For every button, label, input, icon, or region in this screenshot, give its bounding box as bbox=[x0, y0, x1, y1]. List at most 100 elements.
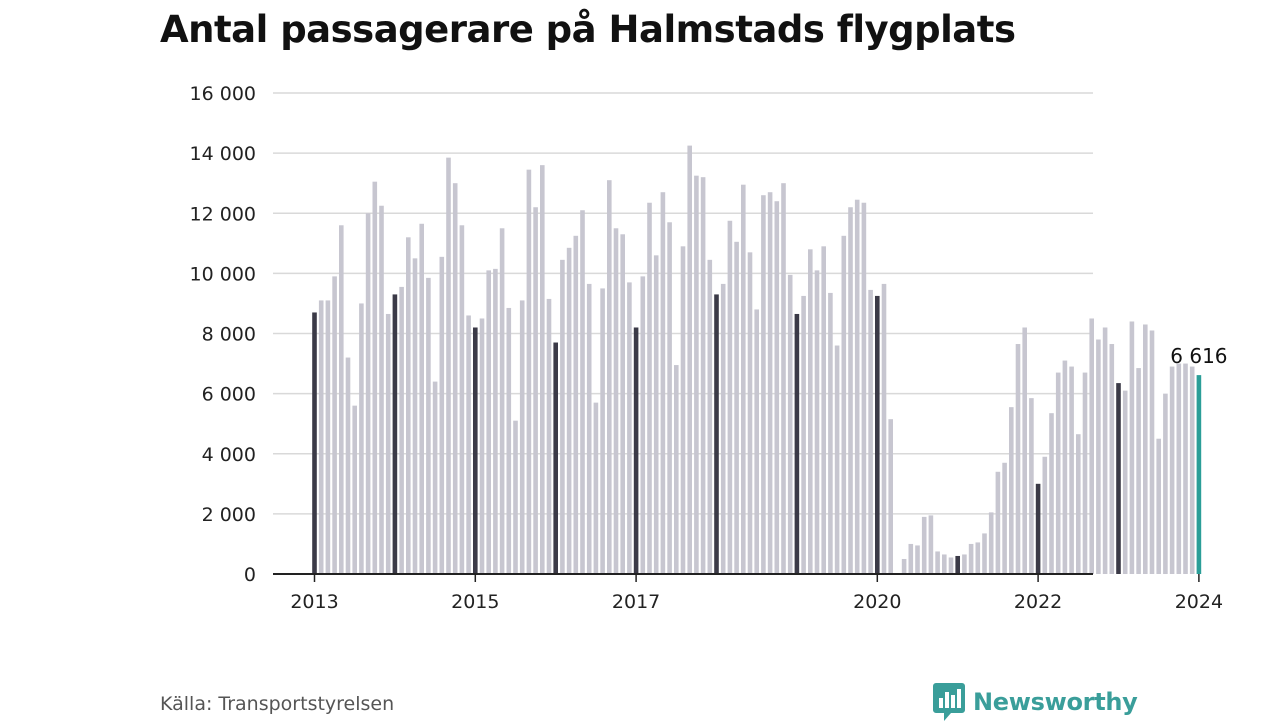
bar bbox=[741, 184, 746, 574]
bar bbox=[419, 223, 424, 574]
bar bbox=[714, 294, 719, 574]
bar bbox=[888, 419, 893, 574]
bar bbox=[928, 515, 934, 574]
y-axis-tick-labels: 0 2 000 4 000 6 000 8 000 10 000 12 000 14 000 1… bbox=[190, 83, 256, 586]
bar bbox=[473, 327, 478, 574]
bar bbox=[627, 282, 632, 574]
bar bbox=[1042, 456, 1048, 574]
bar bbox=[1129, 321, 1135, 574]
bar bbox=[707, 259, 713, 574]
newsworthy-logo: Newsworthy bbox=[933, 683, 1138, 721]
latest-value-label: 6 616 bbox=[1170, 344, 1227, 368]
bar bbox=[459, 225, 465, 574]
x-axis-ticks: 2013 2015 2017 2020 2022 2024 bbox=[290, 574, 1223, 613]
bar bbox=[747, 252, 753, 574]
bar bbox=[1176, 363, 1182, 574]
bar bbox=[365, 213, 371, 574]
y-tick-label: 2 000 bbox=[202, 504, 256, 526]
bar bbox=[1076, 434, 1081, 574]
bar bbox=[359, 303, 364, 574]
bar bbox=[875, 295, 880, 574]
bar bbox=[640, 276, 646, 574]
bar bbox=[486, 270, 491, 574]
bar bbox=[734, 241, 739, 574]
y-tick-label: 4 000 bbox=[202, 444, 256, 466]
bar bbox=[808, 249, 813, 574]
bar bbox=[1096, 339, 1101, 574]
bar bbox=[332, 276, 337, 574]
bar bbox=[392, 294, 398, 574]
bar bbox=[533, 207, 538, 575]
bar bbox=[975, 542, 981, 574]
bar bbox=[694, 175, 699, 575]
bar bbox=[607, 180, 612, 574]
bar bbox=[962, 554, 967, 574]
bar bbox=[406, 237, 411, 575]
bar bbox=[1189, 366, 1195, 574]
bar bbox=[727, 220, 733, 574]
bar bbox=[620, 234, 625, 575]
bar bbox=[506, 307, 512, 574]
y-tick-label: 0 bbox=[244, 564, 256, 586]
bar bbox=[1035, 483, 1041, 574]
bar bbox=[761, 195, 766, 574]
bar bbox=[1062, 360, 1068, 574]
bar bbox=[841, 235, 847, 575]
bar bbox=[560, 259, 565, 574]
bar bbox=[814, 270, 820, 574]
bar bbox=[955, 555, 960, 574]
source-credit: Källa: Transportstyrelsen bbox=[160, 693, 395, 715]
bar bbox=[318, 300, 324, 574]
bar bbox=[312, 312, 317, 574]
bar bbox=[754, 309, 759, 574]
bar bbox=[593, 402, 599, 574]
bar bbox=[580, 210, 585, 575]
y-tick-label: 6 000 bbox=[202, 384, 256, 406]
bar bbox=[566, 247, 572, 574]
bar bbox=[901, 558, 907, 574]
annotation: 6 616 bbox=[1170, 344, 1227, 368]
bar bbox=[774, 201, 780, 574]
bar bbox=[526, 169, 532, 574]
bar bbox=[345, 357, 351, 574]
bar bbox=[1082, 372, 1088, 574]
bar bbox=[767, 192, 773, 574]
bar-chart: 0 2 000 4 000 6 000 8 000 10 000 12 000 14 000 1… bbox=[190, 83, 1228, 613]
bar bbox=[439, 256, 445, 574]
bar bbox=[399, 286, 404, 574]
bar bbox=[988, 512, 994, 574]
bar bbox=[700, 177, 706, 574]
bar bbox=[1143, 324, 1148, 574]
x-tick-label: 2022 bbox=[1014, 591, 1062, 613]
bar bbox=[1136, 368, 1141, 574]
bar bbox=[633, 327, 639, 574]
bar bbox=[499, 228, 505, 574]
bars bbox=[312, 145, 1202, 575]
x-tick-label: 2013 bbox=[290, 591, 338, 613]
bar bbox=[600, 288, 605, 574]
bar bbox=[1116, 383, 1121, 574]
bar bbox=[446, 157, 451, 574]
bar bbox=[352, 405, 357, 574]
bar bbox=[781, 183, 786, 574]
bar bbox=[1169, 366, 1175, 574]
bar bbox=[379, 205, 384, 575]
y-tick-label: 10 000 bbox=[190, 263, 256, 285]
bar bbox=[339, 225, 344, 574]
bar bbox=[1049, 413, 1054, 574]
bar bbox=[647, 202, 652, 575]
bar bbox=[660, 192, 666, 574]
bar bbox=[1002, 462, 1007, 574]
bar bbox=[493, 268, 498, 574]
bar bbox=[325, 300, 331, 574]
bar bbox=[1149, 330, 1155, 574]
bar bbox=[1163, 393, 1168, 575]
bar bbox=[1055, 372, 1061, 574]
bar bbox=[586, 283, 592, 574]
x-tick-label: 2020 bbox=[853, 591, 901, 613]
bar bbox=[787, 274, 793, 574]
bar bbox=[801, 295, 806, 574]
bar bbox=[1089, 318, 1094, 574]
bar bbox=[794, 313, 800, 574]
bar bbox=[1102, 327, 1108, 574]
